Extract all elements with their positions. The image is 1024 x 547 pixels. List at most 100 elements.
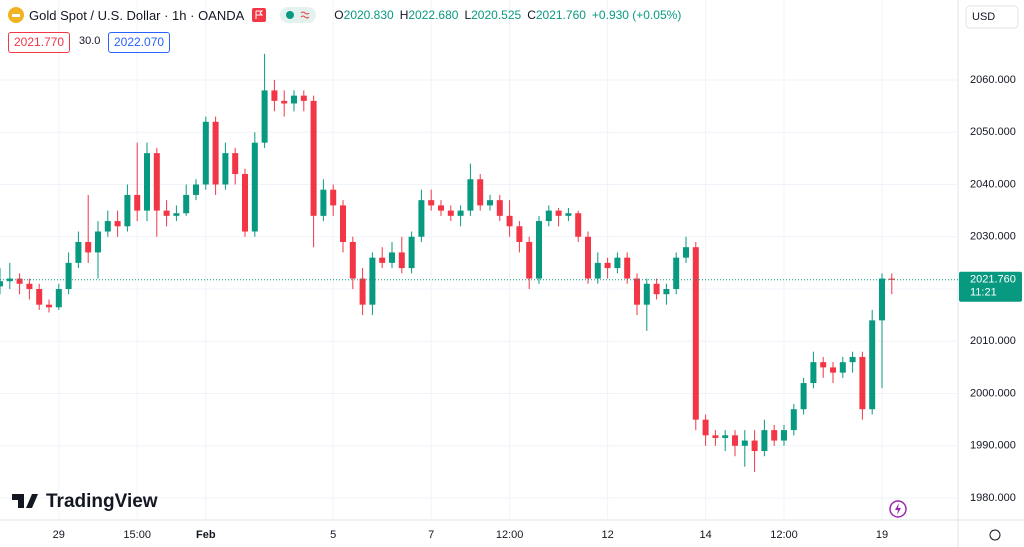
candle-body [859, 356, 866, 410]
candle-body [702, 419, 709, 436]
candle-body [624, 257, 631, 279]
candle-body [212, 121, 219, 185]
candle-body [340, 205, 346, 242]
currency-button[interactable] [965, 5, 1019, 29]
x-tick-label: 7 [428, 529, 434, 541]
candle-body [26, 283, 33, 290]
candle-body [555, 210, 562, 216]
candle-body [565, 213, 572, 216]
candle-body [879, 278, 885, 321]
candle-body [810, 362, 817, 384]
candle-body [585, 236, 591, 279]
candle-body [222, 153, 229, 185]
candle-body [261, 90, 268, 143]
candle-body [771, 430, 778, 441]
candle-body [594, 262, 601, 279]
y-tick-label: 1980.000 [970, 492, 1016, 504]
candle-body [722, 435, 729, 438]
candle-body [575, 213, 582, 237]
flag[interactable] [252, 8, 267, 22]
x-tick-label: 12:00 [496, 529, 524, 541]
event-icon[interactable] [889, 500, 907, 518]
candle-body [281, 100, 288, 104]
candle-body [536, 221, 542, 279]
candle-body [418, 200, 425, 237]
candle-body [457, 210, 464, 216]
candle-body [389, 252, 395, 263]
candle-body [673, 257, 680, 290]
candle-body [761, 430, 768, 452]
candle-body [888, 278, 895, 280]
status-pill[interactable] [280, 7, 317, 23]
grid [0, 0, 958, 520]
candle-body [477, 179, 484, 206]
candle-body [790, 409, 797, 431]
candle-body [36, 289, 43, 305]
candle-body [438, 205, 444, 211]
ohlc-value: 2020.830 [343, 8, 394, 22]
x-tick-label: 5 [330, 529, 336, 541]
candle-body [202, 121, 209, 185]
candle-body [428, 200, 435, 206]
event-bolt [895, 503, 901, 515]
candle-body [526, 241, 533, 279]
candle-body [506, 215, 513, 227]
candle-body [712, 435, 719, 438]
candle-body [447, 210, 454, 216]
candle-body [643, 283, 650, 305]
countdown: 11:21 [970, 287, 997, 299]
candle-body [114, 221, 121, 227]
brand-logo [12, 494, 38, 508]
ohlc-value: 2021.760 [535, 8, 586, 22]
candle-body [46, 304, 52, 308]
candle-body [379, 257, 386, 263]
candle-body [683, 247, 689, 258]
candle-body [732, 435, 738, 446]
x-tick-label: 29 [53, 529, 65, 541]
candle-body [820, 362, 827, 368]
candle-body [496, 200, 503, 216]
candle-body [271, 90, 278, 101]
settings-icon[interactable] [989, 529, 1001, 541]
plot [0, 53, 958, 472]
last-price-tag [959, 271, 1022, 302]
ohlc-value: 2022.680 [408, 8, 459, 22]
candle-body [144, 153, 150, 211]
bid[interactable]: 2021.770 [8, 32, 71, 53]
candle-body [614, 257, 621, 269]
candle-body [55, 289, 62, 308]
candle-body [369, 257, 376, 305]
axes: 1980.0001990.0002000.0002010.0002020.000… [53, 74, 1022, 541]
ohlc-label: O [334, 8, 344, 22]
candle-body [104, 221, 111, 232]
x-tick-label: 15:00 [123, 529, 151, 541]
brand-name: TradingView [46, 491, 158, 512]
candle-body [16, 278, 23, 284]
symbol-icon [8, 7, 24, 23]
y-tick-label: 2030.000 [970, 231, 1016, 243]
candle-body [408, 236, 415, 269]
candle-body [487, 200, 493, 206]
y-tick-label: 2000.000 [970, 387, 1016, 399]
candle-body [0, 281, 3, 287]
candle-body [330, 189, 337, 206]
ohlc-label: L [464, 8, 472, 22]
candle-body [398, 252, 405, 269]
candle-body [300, 95, 307, 101]
ask[interactable]: 2022.070 [108, 32, 171, 53]
y-tick-label: 1990.000 [970, 440, 1016, 452]
candle-body [751, 440, 758, 452]
header: Gold Spot / U.S. Dollar · 1h · OANDA O20… [8, 7, 681, 23]
x-tick-label: 19 [876, 529, 888, 541]
x-tick-label: 14 [699, 529, 711, 541]
candle-body [849, 356, 856, 363]
ohlc-value: 2020.525 [471, 8, 522, 22]
candle-body [85, 241, 92, 253]
candle-body [193, 184, 199, 195]
brand: TradingView [12, 491, 158, 512]
candle-body [65, 262, 72, 290]
candle-body [134, 194, 141, 211]
x-tick-label: Feb [196, 529, 216, 541]
candle-body [516, 226, 523, 242]
